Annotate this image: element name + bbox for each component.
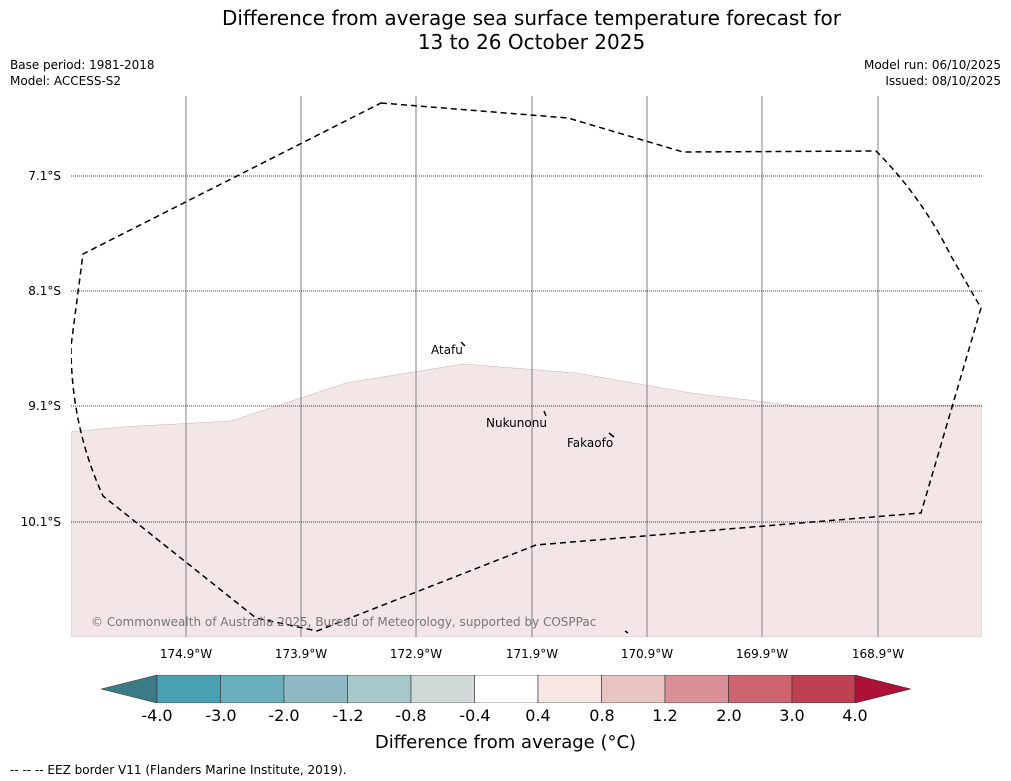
island-fakaofo: Fakaofo (567, 432, 615, 450)
colorbar-bin (601, 674, 666, 704)
atafu-island-shape (460, 341, 466, 347)
colorbar-extend-high (854, 674, 912, 704)
lon-label-173-9w: 173.9°W (274, 647, 328, 661)
nukunonu-island-shape (543, 410, 547, 417)
colorbar-bin (347, 674, 412, 704)
lat-label-7-1s: 7.1°S (28, 169, 61, 183)
colorbar (100, 674, 912, 704)
colorbar-bin (791, 674, 856, 704)
map-panel: Atafu Nukunonu Fakaofo © Commonwealth of… (71, 96, 982, 637)
lon-label-168-9w: 168.9°W (851, 647, 905, 661)
colorbar-tick: 3.0 (779, 706, 805, 725)
lon-label-170-9w: 170.9°W (620, 647, 674, 661)
colorbar-tick: -3.0 (205, 706, 237, 725)
eez-border (71, 102, 982, 632)
model-name: Model: ACCESS-S2 (10, 74, 122, 88)
fakaofo-island-shape (608, 432, 615, 438)
fakaofo-label: Fakaofo (567, 436, 613, 450)
colorbar-bin (728, 674, 793, 704)
small-islet (624, 630, 629, 634)
colorbar-bin (537, 674, 602, 704)
colorbar-tick: -4.0 (141, 706, 173, 725)
colorbar-tick: -0.4 (459, 706, 491, 725)
lon-label-174-9w: 174.9°W (159, 647, 213, 661)
base-period: Base period: 1981-2018 (10, 58, 155, 72)
title-line-1: Difference from average sea surface temp… (221, 6, 841, 30)
lat-label-10-1s: 10.1°S (20, 515, 61, 529)
colorbar-extend-low (100, 674, 158, 704)
issued-date: Issued: 08/10/2025 (885, 74, 1001, 88)
island-atafu: Atafu (431, 341, 466, 357)
lat-label-9-1s: 9.1°S (28, 399, 61, 413)
title-line-2: 13 to 26 October 2025 (417, 30, 646, 54)
lon-label-171-9w: 171.9°W (505, 647, 559, 661)
island-nukunonu: Nukunonu (486, 410, 547, 430)
meta-right: Model run: 06/10/2025 Issued: 08/10/2025 (864, 57, 1001, 89)
lon-label-172-9w: 172.9°W (389, 647, 443, 661)
anomaly-fill-area (71, 363, 982, 637)
colorbar-tick: -2.0 (268, 706, 300, 725)
map-title: Difference from average sea surface temp… (0, 6, 1011, 54)
colorbar-svg (100, 674, 912, 704)
colorbar-tick: 1.2 (652, 706, 678, 725)
colorbar-bin (410, 674, 475, 704)
meta-left: Base period: 1981-2018 Model: ACCESS-S2 (10, 57, 155, 89)
colorbar-tick: 4.0 (842, 706, 868, 725)
colorbar-bin (220, 674, 285, 704)
eez-footnote: -- -- -- EEZ border V11 (Flanders Marine… (10, 763, 347, 777)
colorbar-tick: -0.8 (395, 706, 427, 725)
colorbar-tick: 0.8 (589, 706, 615, 725)
lon-label-169-9w: 169.9°W (735, 647, 789, 661)
colorbar-bin (156, 674, 221, 704)
lat-label-8-1s: 8.1°S (28, 284, 61, 298)
colorbar-bin (664, 674, 729, 704)
atafu-label: Atafu (431, 343, 463, 357)
map-svg: Atafu Nukunonu Fakaofo © Commonwealth of… (71, 96, 982, 637)
meridian-lines (185, 96, 879, 637)
copyright-text: © Commonwealth of Australia 2025, Bureau… (91, 615, 596, 629)
colorbar-bin (283, 674, 348, 704)
colorbar-tick: 0.4 (525, 706, 551, 725)
model-run: Model run: 06/10/2025 (863, 58, 1001, 72)
colorbar-bin (474, 674, 539, 704)
colorbar-tick: -1.2 (332, 706, 364, 725)
colorbar-label: Difference from average (°C) (374, 732, 637, 753)
nukunonu-label: Nukunonu (486, 416, 547, 430)
colorbar-tick: 2.0 (716, 706, 742, 725)
